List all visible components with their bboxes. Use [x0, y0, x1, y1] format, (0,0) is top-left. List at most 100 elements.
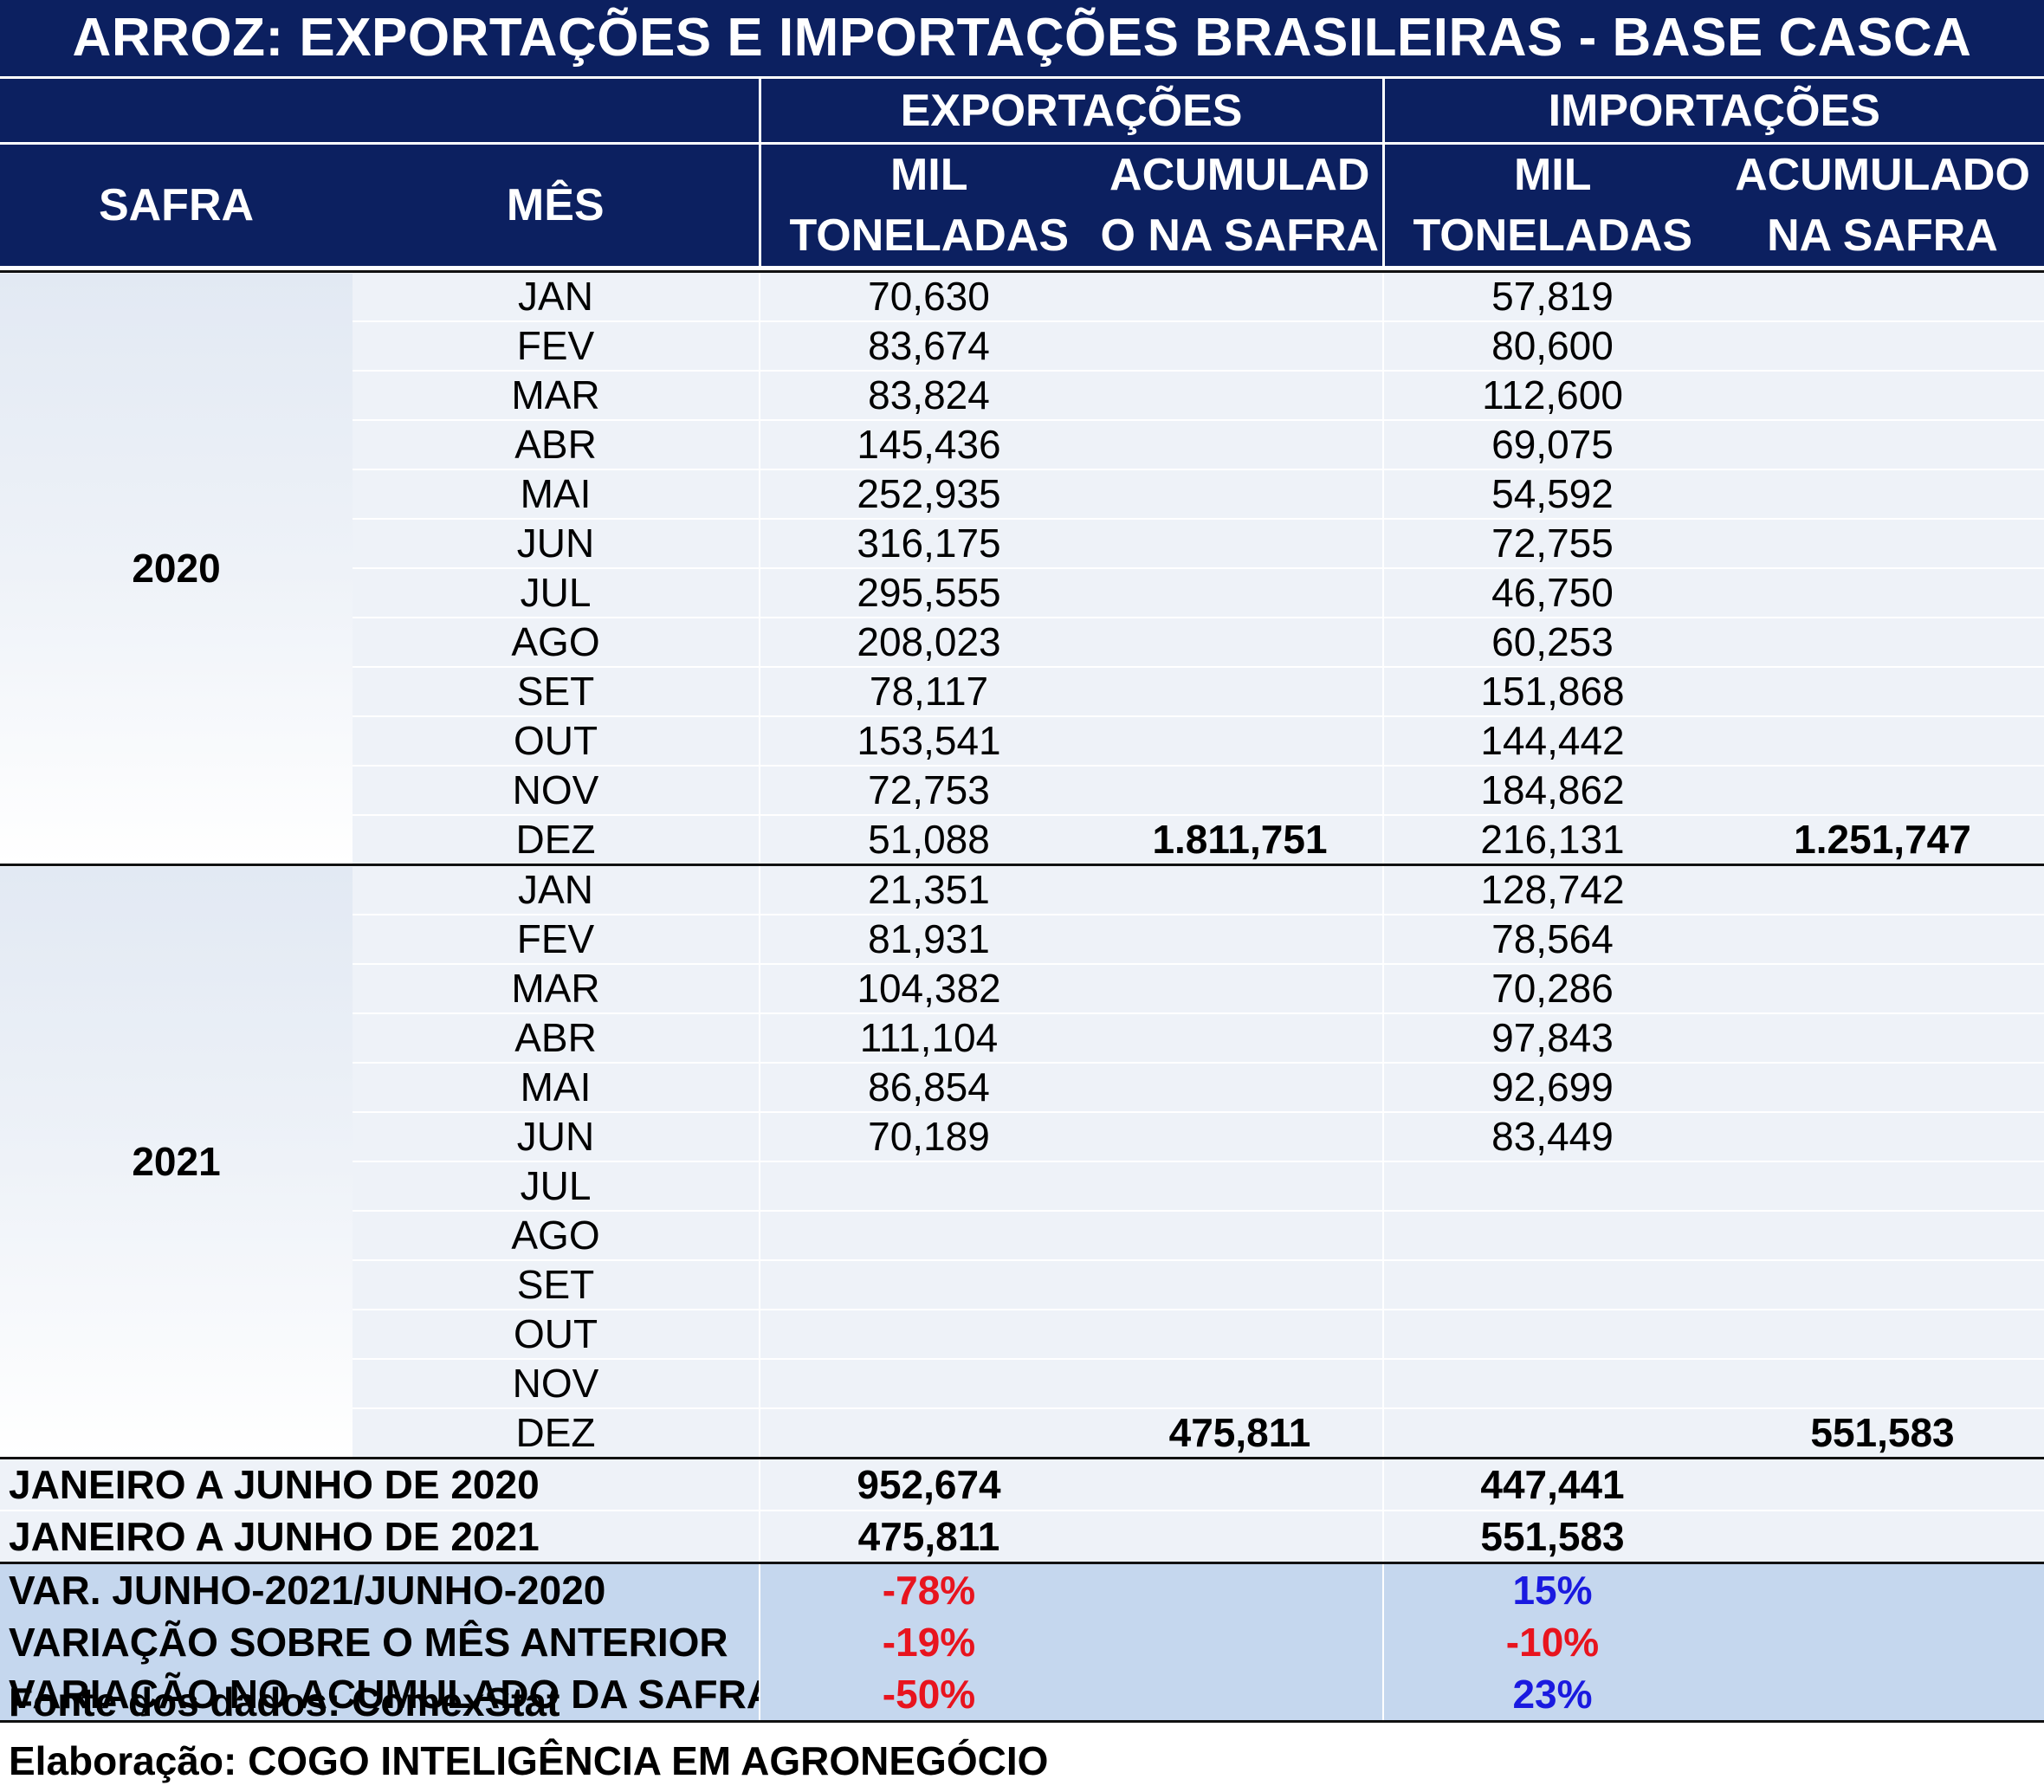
exp-value-cell [760, 1359, 1097, 1409]
exp-accumulated-cell [1097, 964, 1384, 1014]
imp-value-cell [1383, 1310, 1721, 1360]
variation-exp-blank [1097, 1616, 1384, 1668]
exp-value-cell: 83,674 [760, 321, 1097, 372]
imp-value-cell: 78,564 [1383, 915, 1721, 965]
exp-accumulated-cell [1097, 1112, 1384, 1162]
source-note: Fonte dos dados: ComexStat [9, 1679, 560, 1724]
imp-value-cell [1383, 1211, 1721, 1261]
imp-value-cell: 80,600 [1383, 321, 1721, 372]
header-mes: MÊS [353, 143, 761, 266]
imp-value-cell: 54,592 [1383, 469, 1721, 520]
exp-value-cell [760, 1408, 1097, 1459]
imp-accumulated-cell [1721, 271, 2044, 322]
variation-imp-value: 23% [1383, 1668, 1721, 1723]
exp-value-cell: 153,541 [760, 716, 1097, 767]
imp-value-cell: 70,286 [1383, 964, 1721, 1014]
imp-accumulated-cell [1721, 667, 2044, 717]
month-cell: JUN [353, 519, 760, 569]
header-safra: SAFRA [0, 143, 353, 266]
exp-value-cell: 86,854 [760, 1063, 1097, 1113]
exp-accumulated-cell [1097, 1211, 1384, 1261]
table-row: SET 78,117 151,868 [0, 667, 2044, 717]
summary-exp-value: 475,811 [760, 1511, 1097, 1564]
imp-value-cell [1383, 1408, 1721, 1459]
exp-value-cell: 78,117 [760, 667, 1097, 717]
header-imp-acum-line1: ACUMULADO [1735, 150, 2030, 200]
month-cell: JUL [353, 1161, 760, 1212]
table-row: MAR 104,382 70,286 [0, 964, 2044, 1014]
exp-value-cell: 51,088 [760, 815, 1097, 866]
imp-accumulated-cell [1721, 1063, 2044, 1113]
table-row: ABR 111,104 97,843 [0, 1013, 2044, 1064]
month-cell: MAI [353, 1063, 760, 1113]
exp-value-cell: 111,104 [760, 1013, 1097, 1064]
data-table: ARROZ: EXPORTAÇÕES E IMPORTAÇÕES BRASILE… [0, 0, 2044, 1723]
imp-accumulated-cell [1721, 1260, 2044, 1310]
summary-row: JANEIRO A JUNHO DE 2020 952,674 447,441 [0, 1458, 2044, 1511]
variation-exp-value: -19% [760, 1616, 1097, 1668]
imp-value-cell: 60,253 [1383, 618, 1721, 668]
summary-label: JANEIRO A JUNHO DE 2020 [0, 1458, 760, 1511]
summary-imp-value: 447,441 [1383, 1458, 1721, 1511]
month-cell: MAR [353, 964, 760, 1014]
summary-label: JANEIRO A JUNHO DE 2021 [0, 1511, 760, 1564]
table-row: OUT 153,541 144,442 [0, 716, 2044, 767]
summary-imp-blank [1721, 1458, 2044, 1511]
table-row: JUN 70,189 83,449 [0, 1112, 2044, 1162]
imp-accumulated-cell [1721, 519, 2044, 569]
safra-year-2020: 2020 [0, 271, 353, 866]
exp-accumulated-cell [1097, 667, 1384, 717]
exp-value-cell: 104,382 [760, 964, 1097, 1014]
table-row: OUT [0, 1310, 2044, 1360]
imp-accumulated-cell [1721, 1310, 2044, 1360]
exp-value-cell [760, 1260, 1097, 1310]
exp-accumulated-cell [1097, 766, 1384, 816]
variation-imp-blank [1721, 1616, 2044, 1668]
table-row: DEZ 475,811 551,583 [0, 1408, 2044, 1459]
month-cell: NOV [353, 766, 760, 816]
imp-value-cell: 83,449 [1383, 1112, 1721, 1162]
summary-imp-value: 551,583 [1383, 1511, 1721, 1564]
header-imp-mil-line2: TONELADAS [1413, 210, 1693, 261]
imp-value-cell: 46,750 [1383, 568, 1721, 618]
imp-value-cell: 69,075 [1383, 420, 1721, 470]
imp-value-cell: 216,131 [1383, 815, 1721, 866]
month-cell: JAN [353, 864, 760, 915]
month-cell: JUN [353, 1112, 760, 1162]
exp-accumulated-cell [1097, 1161, 1384, 1212]
header-imp-acum-line2: NA SAFRA [1767, 210, 1998, 261]
header-exp-mil-line2: TONELADAS [789, 210, 1070, 261]
variation-row: VARIAÇÃO NO ACUMULADO DA SAFRA -50% 23% [0, 1668, 2044, 1723]
month-cell: AGO [353, 618, 760, 668]
summary-exp-blank [1097, 1511, 1384, 1564]
imp-value-cell: 92,699 [1383, 1063, 1721, 1113]
imp-accumulated-cell [1721, 371, 2044, 421]
table-row: JUL [0, 1161, 2044, 1212]
variation-row: VARIAÇÃO SOBRE O MÊS ANTERIOR -19% -10% [0, 1616, 2044, 1668]
table-row: FEV 83,674 80,600 [0, 321, 2044, 372]
month-cell: NOV [353, 1359, 760, 1409]
table-row: ABR 145,436 69,075 [0, 420, 2044, 470]
month-cell: FEV [353, 915, 760, 965]
exp-value-cell: 70,630 [760, 271, 1097, 322]
exp-value-cell [760, 1211, 1097, 1261]
table-row: SET [0, 1260, 2044, 1310]
summary-imp-blank [1721, 1511, 2044, 1564]
imp-accumulated-cell [1721, 469, 2044, 520]
imp-value-cell: 97,843 [1383, 1013, 1721, 1064]
header-exp-acumulado: ACUMULAD O NA SAFRA [1097, 143, 1385, 266]
header-exp-acum-line1: ACUMULAD [1109, 150, 1370, 200]
exp-accumulated-cell: 1.811,751 [1097, 815, 1384, 866]
header-imp-mil-toneladas: MIL TONELADAS [1383, 143, 1721, 266]
variation-imp-blank [1721, 1562, 2044, 1616]
author-note: Elaboração: COGO INTELIGÊNCIA EM AGRONEG… [9, 1738, 1049, 1783]
imp-value-cell: 151,868 [1383, 667, 1721, 717]
exp-value-cell: 83,824 [760, 371, 1097, 421]
exp-value-cell: 81,931 [760, 915, 1097, 965]
table-row: 2020 JAN 70,630 57,819 [0, 271, 2044, 866]
table-row: JUL 295,555 46,750 [0, 568, 2044, 618]
imp-accumulated-cell [1721, 964, 2044, 1014]
header-exp-acum-line2: O NA SAFRA [1100, 210, 1380, 261]
table-row: 2021 JAN 21,351 128,742 [0, 864, 2044, 1459]
imp-value-cell: 184,862 [1383, 766, 1721, 816]
